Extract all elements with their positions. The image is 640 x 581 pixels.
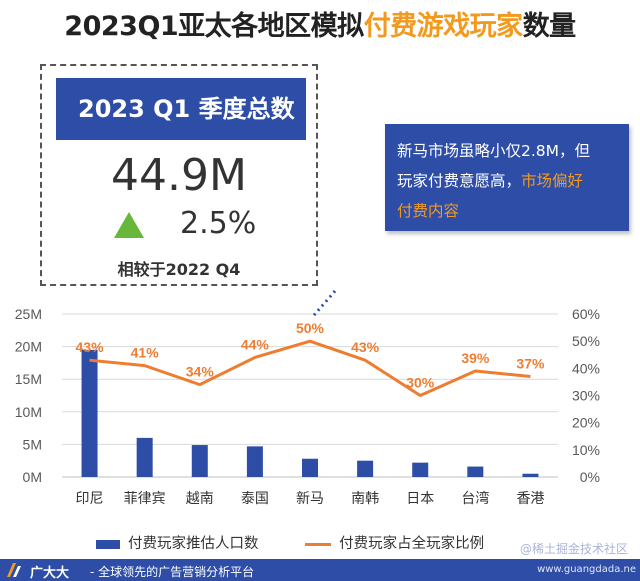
- title-prefix: 2023Q1亚太各地区模拟: [64, 11, 364, 42]
- kpi-change: 2.5%: [180, 206, 257, 241]
- footer-bar: 广大大 - 全球领先的广告营销分析平台 www.guangdada.ne: [0, 559, 640, 581]
- callout-line-1: 新马市场虽略小仅2.8M，但: [397, 142, 591, 160]
- combo-chart: 43% 41% 34% 44% 50% 43% 30% 39% 37% 0M 5M 10M 15M 20…: [15, 290, 600, 507]
- callout-box: 新马市场虽略小仅2.8M，但 玩家付费意愿高，市场偏好 付费内容: [385, 124, 629, 231]
- line-data-label: 44%: [241, 336, 270, 352]
- x-tick-label: 越南: [186, 491, 214, 507]
- line-data-label: 30%: [406, 375, 435, 391]
- callout-line-2-highlight: 市场偏好: [521, 172, 584, 190]
- bar: [522, 473, 539, 477]
- y-right-tick-label: 20%: [572, 415, 600, 431]
- legend-bar-swatch: [96, 539, 120, 549]
- line-data-label: 41%: [131, 345, 160, 361]
- bar: [412, 462, 429, 477]
- bar: [191, 445, 208, 477]
- bar: [81, 349, 98, 477]
- bar: [246, 446, 263, 477]
- y-left-tick-label: 5M: [23, 436, 42, 452]
- callout-pointer: [312, 290, 338, 317]
- legend-bar-label: 付费玩家推估人口数: [128, 536, 259, 552]
- footer-slogan: - 全球领先的广告营销分析平台: [90, 565, 255, 579]
- bar: [136, 437, 153, 477]
- callout-line-3: 付费内容: [397, 202, 460, 220]
- x-tick-label: 新马: [296, 491, 324, 507]
- kpi-header: 2023 Q1 季度总数: [56, 78, 306, 140]
- x-tick-label: 印尼: [76, 491, 104, 507]
- bar: [467, 466, 484, 477]
- x-tick-label: 泰国: [241, 491, 269, 507]
- legend-line-label: 付费玩家占全玩家比例: [339, 536, 485, 552]
- legend: 付费玩家推估人口数 付费玩家占全玩家比例: [96, 532, 526, 553]
- footer-brand: 广大大: [30, 566, 70, 581]
- page-title: 2023Q1亚太各地区模拟付费游戏玩家数量: [0, 4, 640, 43]
- y-right-tick-label: 30%: [572, 388, 600, 404]
- x-tick-label: 日本: [406, 491, 434, 507]
- bar: [357, 460, 374, 477]
- line-data-label: 37%: [516, 355, 545, 371]
- title-suffix: 数量: [522, 11, 577, 42]
- y-left-tick-label: 20M: [15, 339, 42, 355]
- footer-url: www.guangdada.ne: [537, 564, 636, 575]
- kpi-compare: 相较于2022 Q4: [117, 260, 241, 279]
- bar: [302, 458, 318, 477]
- kpi-value: 44.9M: [111, 150, 247, 201]
- line-data-label: 43%: [351, 339, 380, 355]
- line-series: [89, 339, 531, 397]
- legend-line-swatch: [305, 542, 332, 546]
- legend-item-bar: 付费玩家推估人口数: [96, 532, 259, 553]
- y-axis-left: 0M 5M 10M 15M 20M 25M: [15, 306, 42, 485]
- callout-line-2-plain: 玩家付费意愿高，: [397, 172, 522, 190]
- brand-logo-icon: [7, 563, 21, 577]
- y-left-tick-label: 25M: [15, 306, 42, 322]
- x-tick-label: 南韩: [351, 491, 379, 507]
- watermark: @稀土掘金技术社区: [520, 542, 629, 556]
- legend-item-line: 付费玩家占全玩家比例: [305, 532, 484, 553]
- line-data-label: 34%: [186, 364, 215, 380]
- y-left-tick-label: 15M: [15, 371, 42, 387]
- kpi-card: 2023 Q1 季度总数 44.9M 2.5% 相较于2022 Q4: [40, 64, 318, 286]
- x-tick-label: 菲律宾: [124, 491, 166, 507]
- y-right-tick-label: 0%: [580, 469, 600, 485]
- y-right-tick-label: 10%: [572, 442, 600, 458]
- line-data-label: 50%: [296, 320, 325, 336]
- x-axis: 印尼 菲律宾 越南 泰国 新马 南韩 日本 台湾 香港: [76, 490, 545, 507]
- y-right-tick-label: 60%: [572, 306, 600, 322]
- x-tick-label: 台湾: [461, 490, 489, 507]
- y-right-tick-label: 40%: [572, 360, 600, 376]
- y-left-tick-label: 0M: [23, 469, 42, 485]
- callout-line-2: 玩家付费意愿高，市场偏好: [397, 166, 619, 196]
- x-tick-label: 香港: [516, 491, 544, 507]
- bar-series: [81, 349, 539, 477]
- y-right-tick-label: 50%: [572, 333, 600, 349]
- line-labels: 43% 41% 34% 44% 50% 43% 30% 39% 37%: [76, 320, 545, 390]
- grid-lines: [62, 313, 558, 478]
- title-highlight: 付费游戏玩家: [363, 11, 524, 42]
- line-data-label: 39%: [461, 350, 490, 366]
- line-data-label: 43%: [76, 339, 105, 355]
- up-triangle-icon: [114, 212, 144, 238]
- y-axis-right: 0% 10% 20% 30% 40% 50% 60%: [572, 306, 600, 485]
- y-left-tick-label: 10M: [15, 404, 42, 420]
